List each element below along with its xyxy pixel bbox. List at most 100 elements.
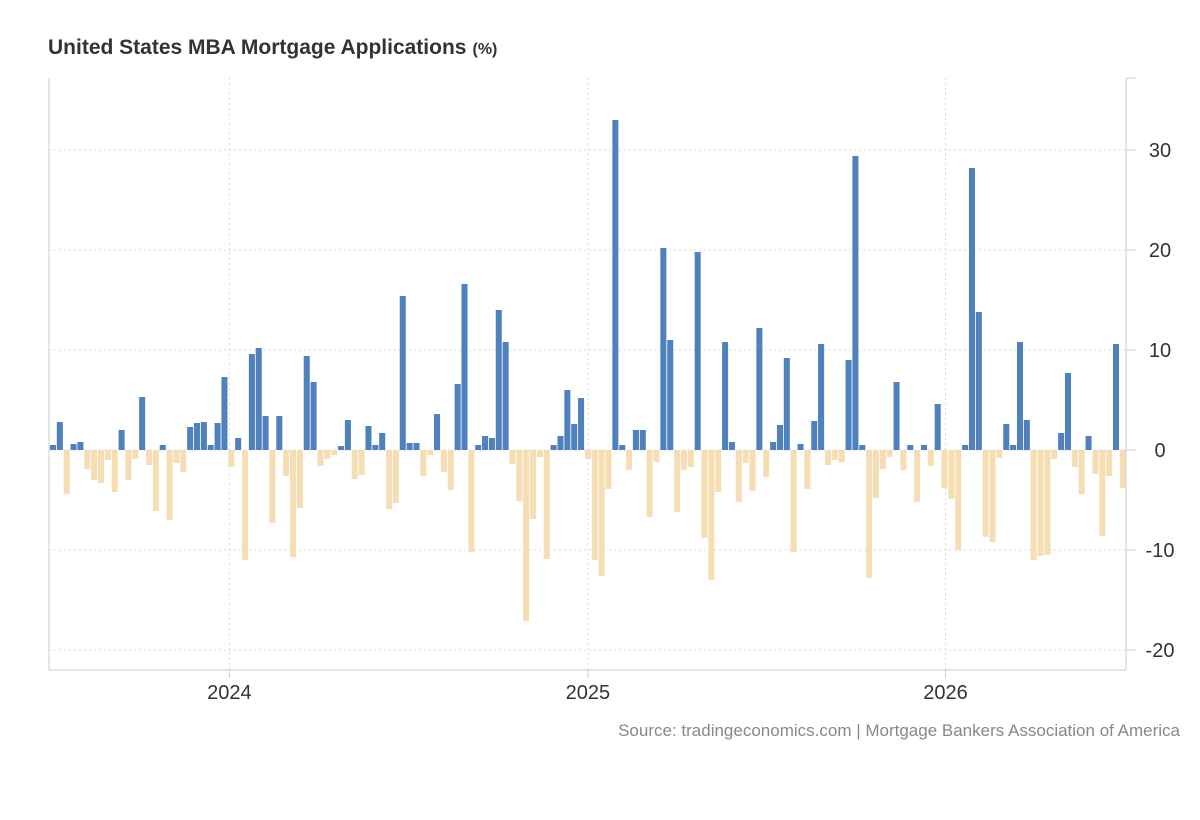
bar-negative[interactable] <box>242 450 249 560</box>
bar-negative[interactable] <box>104 450 111 460</box>
bar-negative[interactable] <box>296 450 303 508</box>
bar-negative[interactable] <box>941 450 948 488</box>
bar-negative[interactable] <box>584 450 591 459</box>
bar-negative[interactable] <box>1051 450 1058 459</box>
bar-positive[interactable] <box>70 444 77 450</box>
bar-positive[interactable] <box>811 421 818 450</box>
bar-positive[interactable] <box>406 443 413 450</box>
bar-negative[interactable] <box>735 450 742 502</box>
bar-positive[interactable] <box>221 377 228 450</box>
bar-negative[interactable] <box>763 450 770 477</box>
bar-positive[interactable] <box>344 420 351 450</box>
bar-negative[interactable] <box>831 450 838 460</box>
bar-positive[interactable] <box>187 427 194 450</box>
bar-positive[interactable] <box>461 284 468 450</box>
bar-negative[interactable] <box>927 450 934 466</box>
bar-negative[interactable] <box>317 450 324 466</box>
bar-positive[interactable] <box>934 404 941 450</box>
bar-positive[interactable] <box>571 424 578 450</box>
bar-positive[interactable] <box>1085 436 1092 450</box>
bar-positive[interactable] <box>413 443 420 450</box>
bar-positive[interactable] <box>1023 420 1030 450</box>
bar-negative[interactable] <box>386 450 393 509</box>
bar-positive[interactable] <box>818 344 825 450</box>
bar-negative[interactable] <box>591 450 598 560</box>
bar-negative[interactable] <box>701 450 708 538</box>
bar-positive[interactable] <box>502 342 509 450</box>
bar-negative[interactable] <box>626 450 633 470</box>
bar-positive[interactable] <box>1058 433 1065 450</box>
bar-positive[interactable] <box>852 156 859 450</box>
bar-negative[interactable] <box>1078 450 1085 494</box>
bar-negative[interactable] <box>111 450 118 492</box>
bar-positive[interactable] <box>194 423 201 450</box>
bar-negative[interactable] <box>152 450 159 511</box>
bar-negative[interactable] <box>1099 450 1106 536</box>
bar-negative[interactable] <box>948 450 955 499</box>
bar-positive[interactable] <box>619 445 626 450</box>
bar-positive[interactable] <box>893 382 900 450</box>
bar-negative[interactable] <box>749 450 756 491</box>
bar-negative[interactable] <box>872 450 879 498</box>
bar-negative[interactable] <box>1030 450 1037 560</box>
bar-positive[interactable] <box>77 442 84 450</box>
bar-negative[interactable] <box>955 450 962 550</box>
bar-positive[interactable] <box>379 433 386 450</box>
bar-positive[interactable] <box>756 328 763 450</box>
bar-negative[interactable] <box>166 450 173 520</box>
bar-negative[interactable] <box>866 450 873 578</box>
bar-positive[interactable] <box>667 340 674 450</box>
bar-positive[interactable] <box>118 430 125 450</box>
bar-negative[interactable] <box>523 450 530 621</box>
bar-negative[interactable] <box>125 450 132 480</box>
bar-positive[interactable] <box>639 430 646 450</box>
bar-positive[interactable] <box>276 416 283 450</box>
bar-negative[interactable] <box>420 450 427 476</box>
bar-positive[interactable] <box>475 445 482 450</box>
bar-positive[interactable] <box>139 397 146 450</box>
bar-positive[interactable] <box>434 414 441 450</box>
bar-positive[interactable] <box>310 382 317 450</box>
bar-positive[interactable] <box>1064 373 1072 450</box>
bar-negative[interactable] <box>173 450 180 463</box>
bar-negative[interactable] <box>900 450 907 470</box>
bar-negative[interactable] <box>97 450 105 483</box>
bar-negative[interactable] <box>530 450 537 519</box>
bar-negative[interactable] <box>84 450 91 469</box>
bar-negative[interactable] <box>427 450 434 455</box>
bar-positive[interactable] <box>488 438 495 450</box>
bar-negative[interactable] <box>351 450 358 479</box>
bar-positive[interactable] <box>845 360 852 450</box>
bar-negative[interactable] <box>996 450 1003 458</box>
bar-positive[interactable] <box>482 436 489 450</box>
bar-positive[interactable] <box>728 442 735 450</box>
bar-negative[interactable] <box>1044 450 1051 555</box>
bar-positive[interactable] <box>660 248 667 450</box>
bar-negative[interactable] <box>687 450 694 467</box>
bar-negative[interactable] <box>598 450 605 576</box>
bar-negative[interactable] <box>290 450 297 557</box>
bar-negative[interactable] <box>790 450 797 552</box>
bar-positive[interactable] <box>207 445 214 450</box>
bar-negative[interactable] <box>536 450 543 457</box>
bar-negative[interactable] <box>1037 450 1044 556</box>
bar-negative[interactable] <box>715 450 722 492</box>
bar-positive[interactable] <box>495 310 502 450</box>
bar-positive[interactable] <box>783 358 790 450</box>
bar-negative[interactable] <box>392 450 399 503</box>
bar-positive[interactable] <box>365 426 372 450</box>
bar-positive[interactable] <box>56 422 63 450</box>
bar-negative[interactable] <box>982 450 989 537</box>
bar-negative[interactable] <box>468 450 475 552</box>
bar-negative[interactable] <box>1071 450 1078 467</box>
bar-negative[interactable] <box>646 450 653 517</box>
bar-positive[interactable] <box>303 356 310 450</box>
bar-positive[interactable] <box>968 168 975 450</box>
bar-negative[interactable] <box>886 450 893 457</box>
bar-positive[interactable] <box>159 445 166 450</box>
bar-negative[interactable] <box>440 450 447 472</box>
bar-positive[interactable] <box>1112 344 1120 450</box>
bar-positive[interactable] <box>632 430 639 450</box>
bar-positive[interactable] <box>214 423 221 450</box>
bar-positive[interactable] <box>612 120 619 450</box>
